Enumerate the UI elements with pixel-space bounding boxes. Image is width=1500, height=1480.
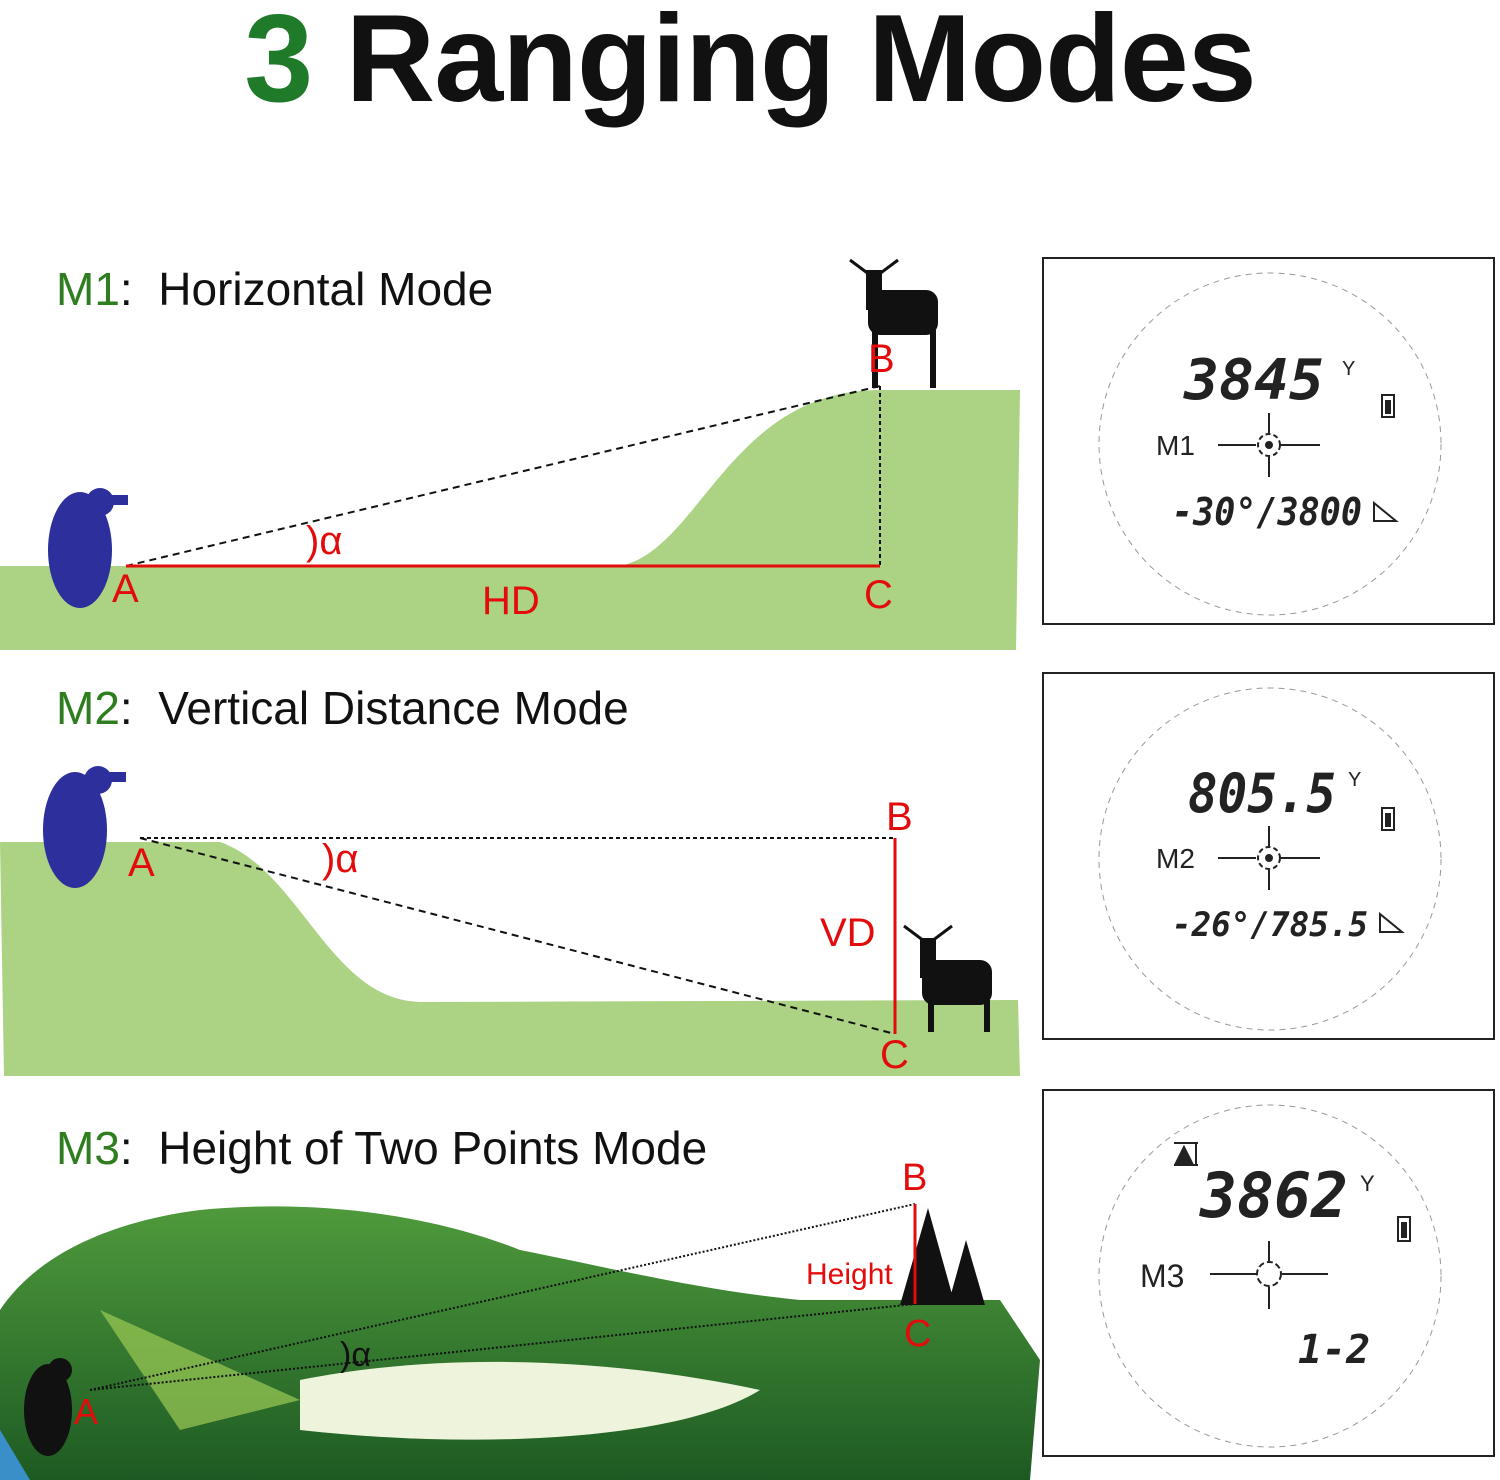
title-text: Ranging Modes [345,0,1257,128]
battery-icon [1397,1216,1411,1242]
angle-label: )α [306,519,342,563]
line-of-sight-b [89,1203,916,1391]
hiker-icon [48,488,128,608]
ground [0,842,1020,1076]
point-c-label: C [864,573,893,617]
lcd-main-reading: 3862 [1199,1159,1348,1232]
separator: : [119,1122,133,1174]
mode-3-lcd-display: 3862 Y M3 1-2 [1042,1089,1495,1457]
tree-icon [900,1208,985,1305]
separator: : [119,263,133,315]
mode-3-heading: M3: Height of Two Points Mode [56,1121,707,1175]
mode-code: M1 [56,263,120,315]
tree-height-icon [1174,1142,1198,1166]
line-of-sight [125,385,881,567]
sunlit-slope [100,1310,300,1430]
hd-label: HD [482,579,540,623]
lcd-mode: M1 [1156,430,1195,461]
deer-icon [849,258,938,388]
point-c-label: C [880,1033,909,1077]
mode-2-diagram: A B C )α VD [0,766,1020,1077]
angle-label: )α [322,837,358,881]
title-number: 3 [244,0,313,128]
landscape-hills [0,1206,1040,1480]
point-a-label: A [112,567,139,611]
mode-1-lcd-display: 3845 Y M1 -30°/3800 [1042,257,1495,625]
crosshair-icon [1210,1241,1328,1309]
lcd-mode: M2 [1156,843,1195,874]
point-b-label: B [902,1157,927,1199]
lcd-point-selection: 1-2 [1298,1327,1370,1373]
ground [0,390,1020,650]
point-c-label: C [904,1313,931,1355]
mode-1-diagram: A B C )α HD [0,258,1020,650]
page-title: 3 Ranging Modes [0,0,1500,130]
lcd-main-reading: 805.5 [1188,762,1336,825]
mode-code: M2 [56,682,120,734]
point-a-label: A [74,1391,98,1432]
line-of-sight [139,837,896,1035]
height-label: Height [806,1258,893,1291]
mode-2-lcd-display: 805.5 Y M2 -26°/785.5 [1042,672,1495,1040]
water [0,1430,30,1480]
crosshair-icon [1218,413,1320,477]
angle-label: )α [340,1336,371,1374]
point-b-label: B [886,795,913,839]
lcd-unit: Y [1360,1171,1375,1196]
point-b-label: B [868,337,895,381]
lcd-angle-distance: -26°/785.5 [1172,905,1368,945]
hiker-icon [24,1358,72,1456]
mode-code: M3 [56,1122,120,1174]
separator: : [119,682,133,734]
mode-name: Vertical Distance Mode [158,682,629,734]
crosshair-icon [1218,826,1320,890]
lcd-angle-distance: -30°/3800 [1172,490,1362,534]
lcd-unit: Y [1342,358,1355,380]
lcd-unit: Y [1348,769,1361,791]
deer-icon [903,924,992,1032]
vd-label: VD [820,911,876,955]
mode-name: Height of Two Points Mode [158,1122,708,1174]
horizontal-triangle-icon [1373,500,1399,522]
mode-2-heading: M2: Vertical Distance Mode [56,681,629,735]
mode-name: Horizontal Mode [158,263,494,315]
point-a-label: A [128,841,155,885]
battery-icon [1381,394,1395,418]
vertical-triangle-icon [1379,911,1405,933]
mode-3-diagram: A B C )α Height [0,1157,1040,1480]
lcd-main-reading: 3845 [1183,348,1324,413]
lcd-mode: M3 [1140,1258,1184,1294]
mode-1-heading: M1: Horizontal Mode [56,262,493,316]
lake [300,1361,760,1440]
battery-icon [1381,807,1395,831]
hiker-icon [43,766,126,888]
